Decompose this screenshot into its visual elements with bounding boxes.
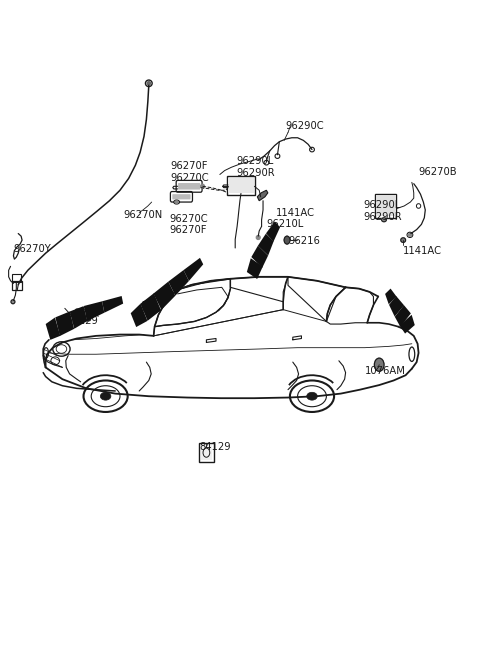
Polygon shape <box>399 315 415 333</box>
Polygon shape <box>168 270 189 296</box>
Circle shape <box>284 236 290 244</box>
Polygon shape <box>131 304 147 327</box>
Ellipse shape <box>256 236 260 239</box>
Polygon shape <box>389 296 404 317</box>
Text: 96210L: 96210L <box>266 219 304 230</box>
Bar <box>199 443 214 462</box>
Text: 96270Y: 96270Y <box>13 244 51 255</box>
Ellipse shape <box>401 238 406 242</box>
Polygon shape <box>385 289 396 304</box>
FancyBboxPatch shape <box>228 178 254 193</box>
FancyBboxPatch shape <box>178 183 200 190</box>
Text: 96290L
96290R: 96290L 96290R <box>364 201 402 222</box>
Bar <box>376 195 396 216</box>
Text: 96290L
96290R: 96290L 96290R <box>236 157 275 178</box>
Ellipse shape <box>201 184 204 188</box>
Text: 84129: 84129 <box>199 442 231 453</box>
Polygon shape <box>183 258 203 281</box>
FancyBboxPatch shape <box>77 312 89 318</box>
Polygon shape <box>266 222 280 241</box>
Text: 96290C: 96290C <box>286 121 324 131</box>
Text: 56129: 56129 <box>66 316 98 327</box>
Polygon shape <box>252 245 268 268</box>
Ellipse shape <box>11 300 15 304</box>
Polygon shape <box>257 190 268 201</box>
Text: 96270C
96270F: 96270C 96270F <box>169 214 207 235</box>
Bar <box>12 274 21 282</box>
Bar <box>12 281 22 290</box>
Text: 96270N: 96270N <box>124 210 163 220</box>
Ellipse shape <box>100 392 111 400</box>
Ellipse shape <box>408 234 412 236</box>
Bar <box>375 194 396 218</box>
Bar <box>201 445 212 460</box>
Polygon shape <box>141 293 161 321</box>
Polygon shape <box>84 301 104 321</box>
Polygon shape <box>46 318 60 340</box>
Polygon shape <box>247 258 263 279</box>
Ellipse shape <box>175 201 179 203</box>
Polygon shape <box>70 306 87 329</box>
Text: 1141AC: 1141AC <box>276 208 315 218</box>
Polygon shape <box>258 234 274 255</box>
Polygon shape <box>154 281 175 310</box>
Ellipse shape <box>307 392 317 400</box>
Text: 96270B: 96270B <box>419 167 457 177</box>
Polygon shape <box>55 312 74 336</box>
Ellipse shape <box>147 82 151 85</box>
Polygon shape <box>395 305 411 327</box>
Text: 1076AM: 1076AM <box>365 365 406 376</box>
Circle shape <box>374 358 384 371</box>
Polygon shape <box>102 296 123 313</box>
FancyBboxPatch shape <box>172 194 191 199</box>
Text: 1141AC: 1141AC <box>403 245 442 256</box>
Ellipse shape <box>382 218 386 222</box>
Text: 96270F
96270C: 96270F 96270C <box>170 161 209 182</box>
Text: 96216: 96216 <box>288 236 320 246</box>
